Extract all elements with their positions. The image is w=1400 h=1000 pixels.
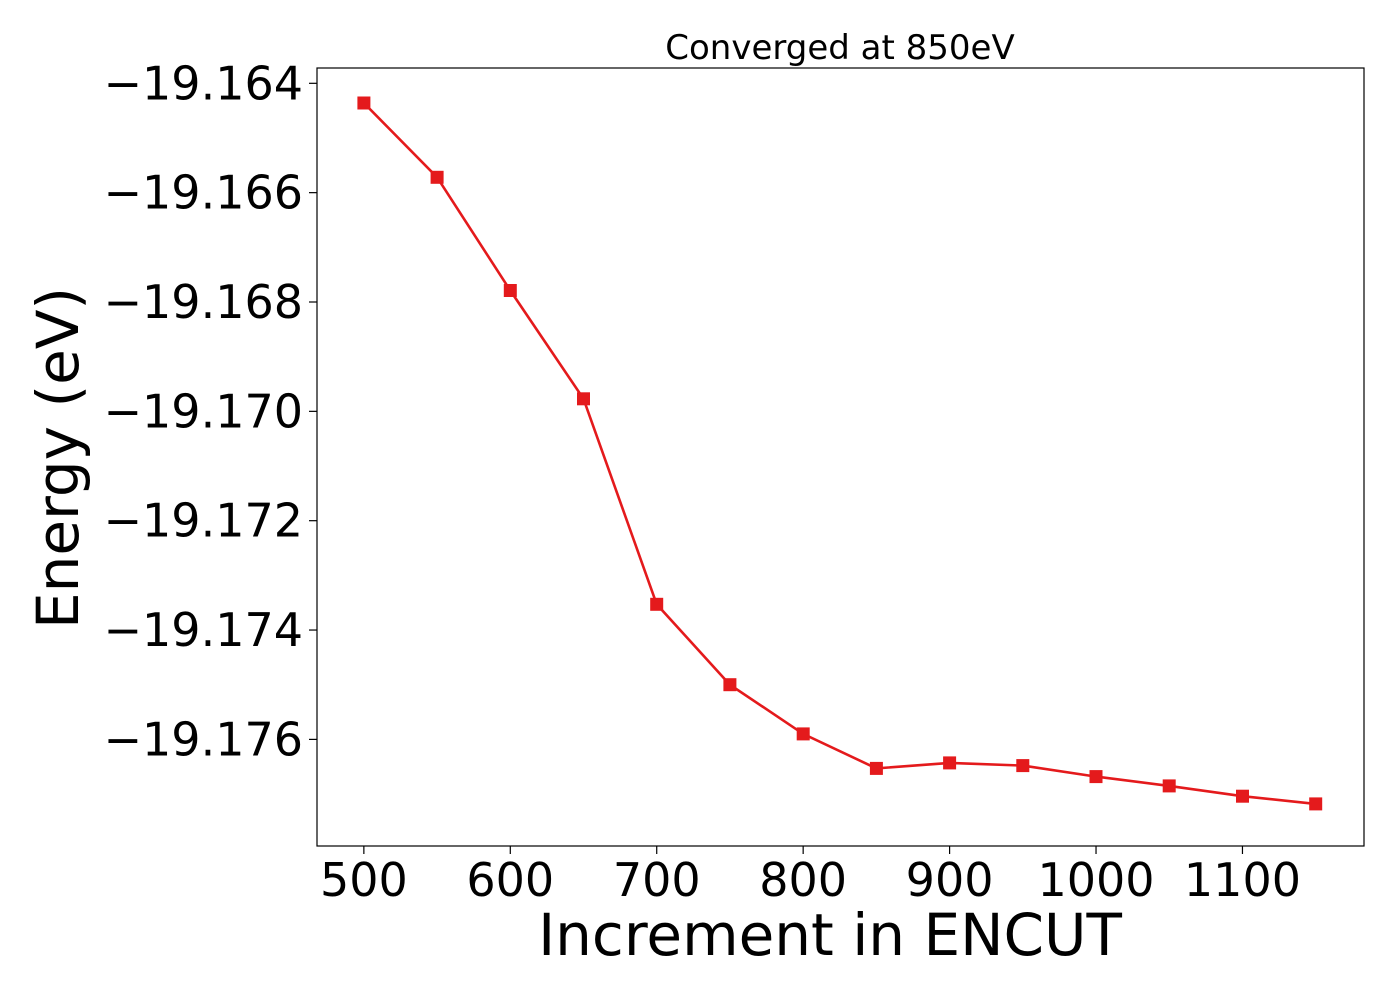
data-point (1016, 759, 1030, 773)
data-point (869, 761, 883, 775)
y-tick-label: −19.168 (104, 275, 304, 329)
x-tick-label: 700 (613, 853, 701, 907)
x-axis-label: Increment in ENCUT (538, 901, 1122, 969)
plot-area: 500 600 700 800 900 1000 1100 −19.164 −19.166 −19… (104, 56, 1365, 907)
data-point (1089, 770, 1103, 784)
data-point (503, 284, 517, 297)
x-tick-label: 1100 (1184, 853, 1301, 907)
y-tick-label: −19.166 (104, 166, 304, 220)
y-tick-label: −19.174 (104, 603, 304, 657)
x-tick-label: 800 (759, 853, 847, 907)
plot-frame (316, 67, 1365, 847)
y-tick-label: −19.164 (104, 56, 304, 110)
data-point (430, 170, 444, 184)
data-point (650, 597, 664, 611)
series-line (362, 102, 1316, 806)
data-point (1236, 789, 1249, 803)
data-point (943, 756, 957, 770)
data-point (357, 96, 371, 110)
x-tick-label: 600 (466, 853, 554, 907)
y-tick-label: −19.170 (104, 384, 304, 438)
x-tick-label: 900 (906, 853, 994, 907)
y-tick-label: −19.176 (104, 712, 304, 766)
x-tick-label: 500 (320, 853, 408, 907)
y-tick-label: −19.172 (104, 494, 304, 548)
chart-title: Converged at 850eV (665, 28, 1014, 68)
y-axis-label: Energy (eV) (24, 287, 92, 629)
x-tick-label: 1000 (1037, 853, 1154, 907)
data-point (1309, 797, 1323, 811)
data-point (796, 727, 810, 741)
data-point (1162, 779, 1176, 793)
data-point (577, 392, 590, 406)
data-point (723, 678, 737, 692)
